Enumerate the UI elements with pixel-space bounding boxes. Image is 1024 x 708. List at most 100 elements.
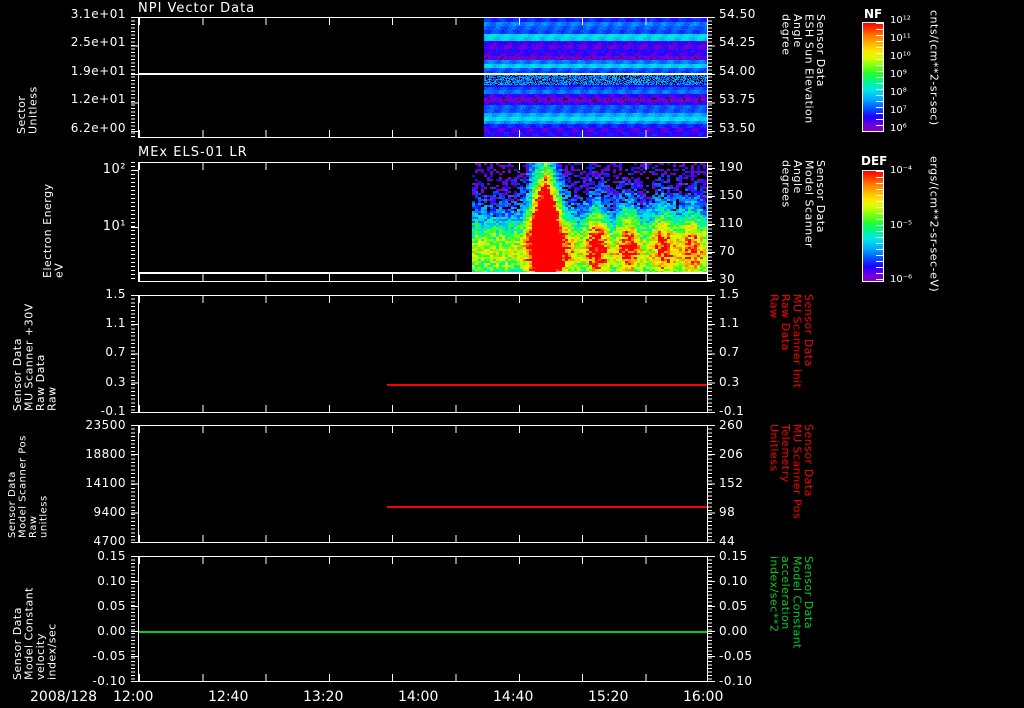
- p3-ytick-r3: 0.3: [719, 375, 740, 389]
- npi-xticks-top: [139, 18, 707, 25]
- p3-ytick-2: 0.7: [105, 345, 126, 359]
- p3-ytick-3: 0.3: [105, 375, 126, 389]
- p3-ytick-1: 1.1: [105, 316, 126, 330]
- time-axis-tick-0: 12:00: [113, 689, 154, 705]
- colorbar-nf-tick-5: 10⁷: [890, 105, 907, 116]
- time-axis-tick-2: 13:20: [303, 689, 344, 705]
- p4-ytick-4: 4700: [93, 534, 126, 548]
- p3-ytick-4: -0.1: [100, 404, 126, 418]
- colorbar-nf-tick-1: 10¹¹: [890, 33, 911, 44]
- p3-xticks-bottom: [139, 405, 707, 412]
- p3-ytick-r2: 0.7: [719, 345, 740, 359]
- els-ytick-r4: 30: [719, 272, 736, 286]
- p3-ytick-0: 1.5: [105, 287, 126, 301]
- npi-ymajor-left: [131, 17, 138, 138]
- p4-right-axis-label: Sensor Data MU Scanner Pos Telemetry Uni…: [767, 424, 816, 520]
- p3-ymajor-left: [131, 295, 138, 413]
- p4-ytick-0: 23500: [85, 418, 126, 432]
- npi-ytick-r2: 54.00: [719, 64, 756, 78]
- p5-ytick-1: 0.10: [97, 574, 126, 588]
- p3-ytick-r4: -0.1: [719, 404, 745, 418]
- p5-ymajor-left: [131, 556, 138, 682]
- npi-ytick-r1: 54.25: [719, 35, 756, 49]
- plot-area-mu-scanner-30v[interactable]: [138, 295, 708, 413]
- p3-right-axis-label: Sensor Data MU Scanner Init Raw Data Raw: [767, 294, 816, 389]
- p3-xticks-top: [139, 296, 707, 303]
- npi-left-axis-label: Sector Unitless: [15, 86, 40, 134]
- p5-ytick-r5: -0.10: [719, 674, 753, 688]
- p5-ytick-3: 0.00: [97, 624, 126, 638]
- time-axis-tick-6: 16:00: [683, 689, 724, 705]
- colorbar-def-unit: ergs/(cm**2-sr-sec-eV): [927, 156, 941, 293]
- p4-ytick-2: 14100: [85, 476, 126, 490]
- els-ymajor-left: [131, 170, 138, 282]
- els-xticks-top: [139, 163, 707, 170]
- colorbar-def-tick-0: 10⁻⁴: [890, 165, 913, 176]
- els-ytick-1: 10¹: [102, 219, 126, 234]
- p5-ytick-r2: 0.05: [719, 599, 748, 613]
- panel-title-els: MEx ELS-01 LR: [138, 145, 248, 160]
- npi-ytick-2: 1.9e+01: [70, 64, 126, 78]
- p5-xticks-top: [139, 557, 707, 564]
- colorbar-nf: [862, 22, 884, 132]
- trace-model-constant-accel: [139, 631, 707, 633]
- plot-area-model-scanner-pos[interactable]: [138, 425, 708, 543]
- time-axis-date: 2008/128: [30, 689, 98, 705]
- colorbar-def-tick-2: 10⁻⁶: [890, 274, 913, 285]
- p5-ytick-5: -0.10: [92, 674, 126, 688]
- p5-ytick-r4: -0.05: [719, 649, 753, 663]
- npi-ytick-1: 2.5e+01: [70, 35, 126, 49]
- p5-right-axis-label: Sensor Data Model Constant acceleration …: [767, 556, 816, 649]
- time-axis-tick-5: 15:20: [588, 689, 629, 705]
- trace-mu-scanner-pos: [387, 506, 707, 508]
- time-axis-tick-4: 14:40: [493, 689, 534, 705]
- npi-ytick-3: 1.2e+01: [70, 92, 126, 106]
- p5-left-axis-label: Sensor Data Model Constant velocity inde…: [11, 587, 59, 680]
- time-axis-tick-1: 12:40: [208, 689, 249, 705]
- colorbar-nf-tick-4: 10⁸: [890, 87, 907, 98]
- p5-ymajor-right: [708, 556, 715, 682]
- p5-ytick-r1: 0.10: [719, 574, 748, 588]
- colorbar-title-nf: NF: [864, 7, 883, 21]
- p4-xticks-bottom: [139, 535, 707, 542]
- colorbar-nf-tick-6: 10⁶: [890, 123, 907, 134]
- p5-ytick-4: -0.05: [92, 649, 126, 663]
- p3-left-axis-label: Sensor Data MU Scanner +30V Raw Data Raw: [11, 303, 59, 411]
- p3-ytick-r1: 1.1: [719, 316, 740, 330]
- npi-ytick-r3: 53.75: [719, 92, 756, 106]
- plot-area-model-constant-velocity[interactable]: [138, 556, 708, 682]
- p4-ytick-r0: 260: [719, 418, 744, 432]
- p4-left-axis-label: Sensor Data Model Scanner Pos Raw unitle…: [7, 435, 50, 538]
- colorbar-def: [862, 170, 884, 282]
- els-ytick-r3: 70: [719, 244, 736, 258]
- p4-ytick-3: 9400: [93, 505, 126, 519]
- trace-mu-scanner-init: [387, 384, 707, 386]
- p4-ymajor-right: [708, 425, 715, 543]
- colorbar-nf-unit: cnts/(cm**2-sr-sec): [927, 10, 941, 126]
- p4-xticks-top: [139, 426, 707, 433]
- p4-ytick-r1: 206: [719, 447, 744, 461]
- time-axis-tick-3: 14:00: [398, 689, 439, 705]
- colorbar-nf-tick-0: 10¹²: [890, 15, 911, 26]
- p5-ytick-0: 0.15: [97, 549, 126, 563]
- p4-ymajor-left: [131, 425, 138, 543]
- colorbar-title-def: DEF: [861, 154, 888, 168]
- panel-title-npi: NPI Vector Data: [138, 1, 256, 16]
- p4-ytick-r2: 152: [719, 476, 744, 490]
- els-xticks-bottom: [139, 274, 707, 281]
- els-ytick-r0: 190: [719, 160, 744, 174]
- plot-area-npi[interactable]: [138, 17, 708, 138]
- els-ytick-r1: 150: [719, 188, 744, 202]
- els-left-axis-label: Electron Energy eV: [41, 183, 66, 278]
- p4-ytick-r4: 44: [719, 534, 736, 548]
- colorbar-nf-tick-3: 10⁹: [890, 69, 907, 80]
- plot-area-els[interactable]: [138, 162, 708, 282]
- npi-ytick-r4: 53.50: [719, 121, 756, 135]
- p4-ytick-1: 18800: [85, 447, 126, 461]
- colorbar-def-tick-1: 10⁻⁵: [890, 220, 913, 231]
- npi-right-axis-label: Sensor Data ESH Sun Elevation Angle degr…: [779, 14, 828, 124]
- p5-xticks-bottom: [139, 674, 707, 681]
- p5-ytick-r0: 0.15: [719, 549, 748, 563]
- colorbar-nf-tick-2: 10¹⁰: [890, 51, 911, 62]
- els-right-axis-label: Sensor Data Model Scanner Angle degrees: [779, 160, 828, 249]
